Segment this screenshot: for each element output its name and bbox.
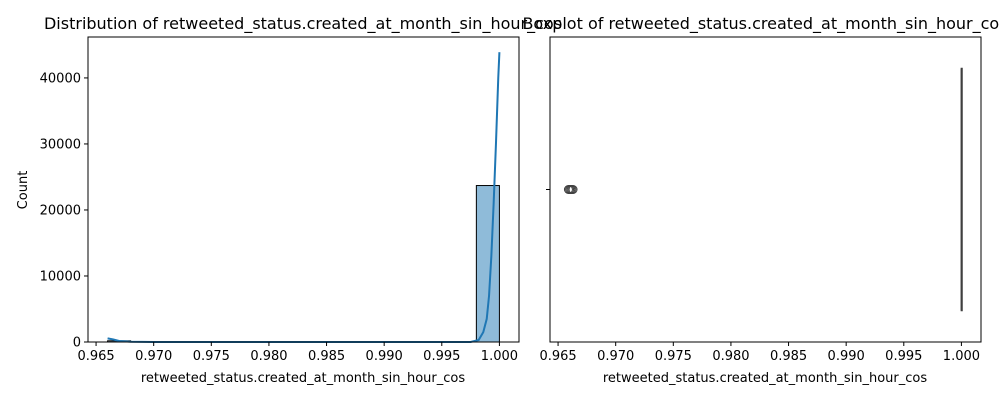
histogram-x-tick-label-5: 0.990 <box>366 349 403 364</box>
histogram-y-tick-label-4: 40000 <box>40 71 81 86</box>
histogram-panel: Distribution of retweeted_status.created… <box>16 14 562 386</box>
histogram-x-axis-label: retweeted_status.created_at_month_sin_ho… <box>141 371 465 386</box>
boxplot-panel: Boxplot of retweeted_status.created_at_m… <box>522 14 1000 386</box>
boxplot-title: Boxplot of retweeted_status.created_at_m… <box>522 14 1000 34</box>
boxplot-x-ticks: 0.965 0.970 0.975 0.980 0.985 0.990 0.995 1.000 <box>539 342 980 364</box>
histogram-y-tick-label-0: 0 <box>73 336 81 351</box>
boxplot-x-tick-label-2: 0.975 <box>655 349 692 364</box>
histogram-x-tick-label-1: 0.970 <box>135 349 172 364</box>
histogram-y-axis-label: Count <box>16 171 31 210</box>
histogram-y-ticks: 0 10000 20000 30000 40000 <box>40 71 88 351</box>
histogram-y-tick-label-2: 20000 <box>40 203 81 218</box>
boxplot-axes-frame <box>549 36 982 343</box>
boxplot-outliers <box>563 185 578 194</box>
histogram-x-tick-label-2: 0.975 <box>193 349 230 364</box>
boxplot-x-tick-label-6: 0.995 <box>885 349 922 364</box>
boxplot-x-tick-label-1: 0.970 <box>597 349 634 364</box>
histogram-x-ticks: 0.965 0.970 0.975 0.980 0.985 0.990 0.995 1.000 <box>77 342 518 364</box>
kde-line <box>107 52 501 343</box>
boxplot-x-tick-label-3: 0.980 <box>712 349 749 364</box>
histogram-x-tick-label-6: 0.995 <box>423 349 460 364</box>
boxplot-x-tick-label-0: 0.965 <box>539 349 576 364</box>
histogram-y-tick-label-3: 30000 <box>40 137 81 152</box>
histogram-y-tick-label-1: 10000 <box>40 269 81 284</box>
boxplot-x-tick-label-4: 0.985 <box>770 349 807 364</box>
histogram-x-tick-label-3: 0.980 <box>250 349 287 364</box>
boxplot-x-axis-label: retweeted_status.created_at_month_sin_ho… <box>603 371 927 386</box>
histogram-bars <box>107 185 500 343</box>
histogram-title: Distribution of retweeted_status.created… <box>44 14 562 34</box>
histogram-x-tick-label-7: 1.000 <box>481 349 518 364</box>
boxplot-outlier-4 <box>568 185 578 194</box>
histogram-x-tick-label-0: 0.965 <box>77 349 114 364</box>
histogram-axes-frame <box>87 36 520 343</box>
histogram-bar-1 <box>475 185 500 343</box>
boxplot-box <box>960 67 963 312</box>
histogram-x-tick-label-4: 0.985 <box>308 349 345 364</box>
boxplot-x-tick-label-7: 1.000 <box>943 349 980 364</box>
boxplot-x-tick-label-5: 0.990 <box>828 349 865 364</box>
